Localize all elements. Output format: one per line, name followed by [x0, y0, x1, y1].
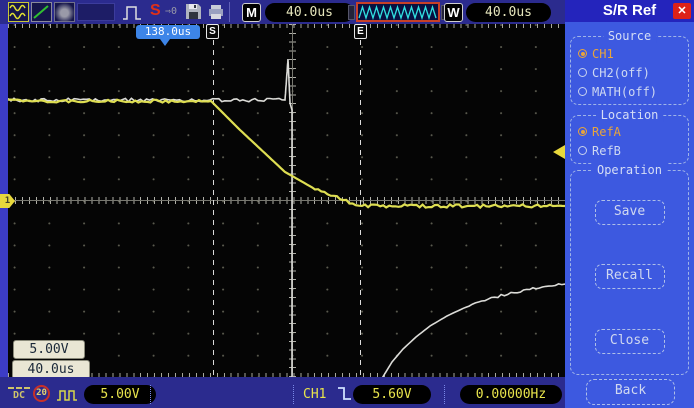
delay-time-readout: 138.0us [136, 25, 200, 39]
window-start-cursor[interactable] [213, 40, 214, 377]
statusbar-divider [150, 385, 152, 404]
save-button[interactable]: Save [594, 200, 665, 225]
ch1-volts-per-div-readout: 5.00V [84, 385, 156, 404]
ch1-decay [8, 98, 565, 210]
radio-ch1[interactable]: CH1 [571, 44, 688, 63]
statusbar-divider [293, 385, 295, 404]
close-button[interactable]: Close [594, 329, 665, 354]
main-timebase-readout: 40.0us [265, 3, 354, 22]
probe-icon[interactable] [54, 2, 75, 22]
start-marker-flag[interactable]: S [206, 24, 219, 39]
statusbar-divider [444, 385, 446, 404]
close-icon[interactable]: ✕ [673, 3, 691, 19]
trigger-level-readout: 5.60V [353, 385, 431, 404]
usb-zero-icon: ⇒0 [165, 6, 178, 17]
radio-label: MATH(off) [592, 84, 658, 99]
ch1-position-marker[interactable]: 1 [0, 194, 15, 208]
empty-slot [77, 3, 115, 21]
radio-icon [578, 49, 587, 58]
main-timebase-button[interactable]: M [242, 3, 261, 22]
location-group-label: Location [595, 108, 664, 122]
sr-ref-menu: S/R Ref ✕ Source CH1 CH2(off) MATH(off) … [565, 0, 694, 408]
top-status-bar: S ⇒0 M 40.0us W 40.0us [0, 0, 565, 24]
source-group: Source CH1 CH2(off) MATH(off) [570, 29, 689, 105]
pulse-icon [121, 3, 145, 26]
trigger-source-label: CH1 [303, 387, 327, 402]
source-group-label: Source [602, 29, 657, 43]
radio-label: RefA [592, 124, 621, 139]
radio-icon [578, 146, 587, 155]
radio-refb[interactable]: RefB [571, 141, 688, 160]
radio-math[interactable]: MATH(off) [571, 82, 688, 101]
radio-icon [578, 127, 587, 136]
acquisition-status: S [150, 2, 161, 19]
window-timebase-button[interactable]: W [444, 3, 463, 22]
window-end-cursor[interactable] [360, 40, 361, 377]
ref-flat-spike [8, 58, 293, 377]
radio-icon [578, 87, 587, 96]
square-wave-icon [56, 387, 78, 406]
volts-per-div-readout: 5.00V [13, 340, 85, 359]
location-group: Location RefA RefB [570, 108, 689, 164]
bottom-edge-ticks [8, 373, 565, 377]
save-disk-icon[interactable] [185, 3, 202, 24]
menu-title: S/R Ref [565, 0, 694, 22]
operation-group-label: Operation [591, 163, 668, 177]
radio-label: RefB [592, 143, 621, 158]
waveform-preview-left [348, 5, 355, 20]
operation-group: Operation Save Recall Close [570, 163, 689, 375]
bottom-status-bar: DC 20 5.00V CH1 5.60V 0.00000Hz [0, 383, 565, 408]
top-edge-ticks [8, 24, 565, 28]
radio-refa[interactable]: RefA [571, 122, 688, 141]
back-button[interactable]: Back [586, 379, 675, 405]
end-marker-flag[interactable]: E [354, 24, 367, 39]
radio-label: CH1 [592, 46, 614, 61]
ramp-icon[interactable] [31, 2, 52, 22]
time-per-div-readout: 40.0us [12, 360, 90, 377]
radio-label: CH2(off) [592, 65, 650, 80]
trigger-level-arrow-icon[interactable] [553, 145, 565, 159]
waveform-traces [8, 58, 565, 377]
window-timebase-readout: 40.0us [466, 3, 551, 22]
delay-pointer-icon [160, 39, 170, 46]
center-horizontal-line [8, 200, 565, 201]
dc-coupling-icon: DC [8, 387, 30, 401]
radio-icon [578, 68, 587, 77]
trigger-frequency-readout: 0.00000Hz [460, 385, 562, 404]
bandwidth-limit-icon: 20 [33, 385, 50, 402]
zoom-window-preview[interactable] [356, 2, 440, 22]
falling-edge-icon [337, 384, 352, 407]
channel-waveform-icon[interactable] [8, 2, 29, 22]
radio-ch2[interactable]: CH2(off) [571, 63, 688, 82]
toolbar-divider [229, 2, 230, 22]
printer-icon[interactable] [207, 4, 225, 24]
recall-button[interactable]: Recall [594, 264, 665, 289]
ref-exponential-rise [381, 283, 565, 377]
waveform-display: S E 138.0us 5.00V 40.0us [8, 24, 565, 377]
